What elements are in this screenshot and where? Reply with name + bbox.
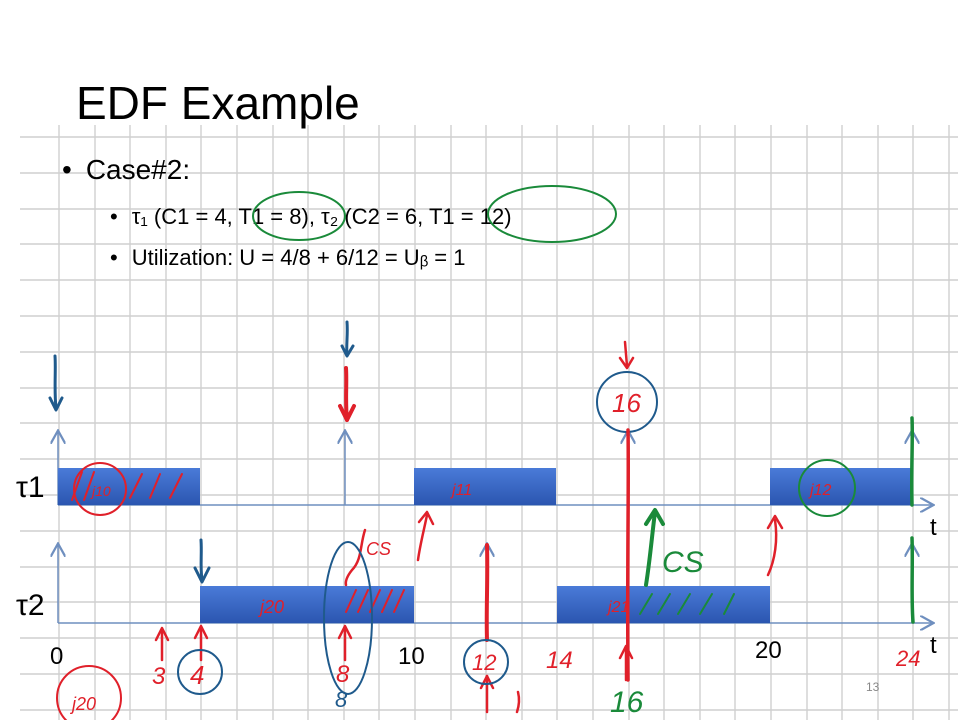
- tick-label-0: 0: [50, 643, 63, 670]
- tau1-axis-t-label: t: [930, 514, 937, 541]
- annot-cs-green: CS: [662, 546, 704, 579]
- bullet-utilization: • Utilization: U = 4/8 + 6/12 = Uᵦ = 1: [110, 245, 465, 271]
- arrow-up-t20-tau1: [766, 514, 784, 577]
- release-marker-t16-top: [618, 340, 635, 370]
- circle-j12: [798, 459, 856, 517]
- tick-label-10: 10: [398, 643, 425, 670]
- arrow-up-t4: [193, 624, 209, 662]
- tick-label-20: 20: [755, 637, 782, 664]
- arrow-up-t10-tau1: [416, 510, 435, 562]
- tau1-job-bar-20-24: [770, 468, 912, 505]
- annot-j10: j10: [90, 483, 111, 499]
- tau2-axis-t-label: t: [930, 632, 937, 659]
- annot-8b: 8: [335, 687, 348, 712]
- preemption-line-t12: [484, 543, 490, 642]
- bullet-task-params: • τ₁ (C1 = 4, T1 = 8), τ₂ (C2 = 6, T1 = 1…: [110, 204, 512, 230]
- bullet-case: • Case#2:: [62, 154, 190, 186]
- slide-number: 13: [866, 680, 880, 694]
- tau2-label: τ2: [16, 589, 45, 622]
- hatch-tau1-j10: [71, 471, 183, 501]
- tau2-job-bar-4-10: [200, 586, 414, 623]
- bullet-utilization-text: Utilization: U = 4/8 + 6/12 = Uᵦ = 1: [131, 245, 466, 270]
- release-marker-t8-red: [338, 366, 356, 422]
- stray-stroke-13: [515, 690, 521, 714]
- release-marker-t0: [48, 354, 64, 412]
- annot-14: 14: [546, 647, 573, 674]
- bullet-dot: •: [62, 154, 72, 185]
- arrow-up-t8: [337, 624, 353, 662]
- tau1-job-bar-10-14: [414, 468, 556, 505]
- annot-16-top: 16: [612, 388, 641, 418]
- circle-j10: [73, 462, 127, 516]
- bullet-task-params-text: τ₁ (C1 = 4, T1 = 8), τ₂ (C2 = 6, T1 = 12…: [131, 204, 512, 229]
- bullet-dot: •: [110, 245, 118, 270]
- annot-j20: j20: [257, 597, 284, 617]
- cs-bracket-red: [344, 528, 367, 587]
- annot-j12: j12: [808, 482, 831, 499]
- bullet-case-text: Case#2:: [85, 154, 191, 185]
- slide-title: EDF Example: [76, 77, 360, 129]
- circle-t8-tau2: [323, 541, 373, 695]
- preemption-line-t16: [625, 428, 631, 682]
- annot-8: 8: [336, 661, 350, 688]
- circle-t2-annotation: [487, 185, 617, 243]
- annot-cs-red: CS: [366, 539, 391, 559]
- circle-j20-bottom: [56, 665, 122, 720]
- circle-t1-annotation: [252, 191, 346, 241]
- deadline-line-t24-tau2: [910, 536, 915, 624]
- annot-16-bottom: 16: [610, 686, 644, 719]
- arrow-up-t3: [154, 626, 170, 662]
- arrow-up-t12-bottom: [479, 674, 495, 714]
- annot-12: 12: [472, 650, 496, 675]
- cs-arrow-green: [644, 508, 665, 587]
- deadline-line-t24-tau1: [909, 416, 915, 507]
- circle-12: [463, 639, 509, 685]
- annot-j11: j11: [450, 482, 472, 499]
- arrow-up-t16-bottom: [618, 644, 634, 682]
- release-marker-t4-blue: [193, 538, 211, 584]
- annot-4: 4: [190, 660, 204, 690]
- annot-j20-bottom: j20: [69, 694, 96, 714]
- bullet-dot: •: [110, 204, 118, 229]
- annot-j21: j21: [606, 599, 629, 616]
- hatch-tau2-j21: [639, 593, 735, 615]
- annot-24: 24: [895, 646, 920, 671]
- annot-3: 3: [152, 663, 166, 690]
- release-marker-t8-blue: [340, 320, 355, 358]
- circle-4: [177, 649, 223, 695]
- tau1-label: τ1: [16, 471, 45, 504]
